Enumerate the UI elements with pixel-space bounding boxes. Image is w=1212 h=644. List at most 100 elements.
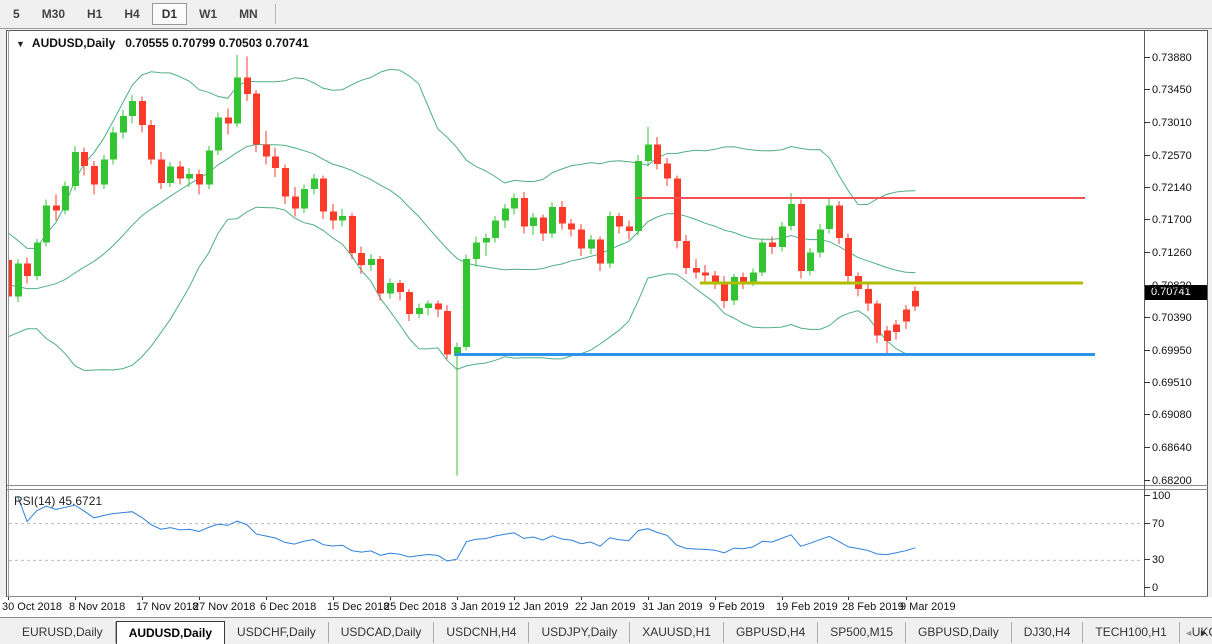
date-axis-label: 25 Dec 2018 — [384, 601, 447, 613]
bear-candle-body — [721, 281, 728, 301]
bull-candle-body — [492, 220, 499, 239]
price-tick — [1144, 219, 1150, 221]
date-axis-label: 9 Feb 2019 — [709, 601, 765, 613]
price-axis-border — [1144, 30, 1145, 597]
tab-scroll-left-icon[interactable]: ◄ — [1184, 628, 1194, 638]
bull-candle-body — [311, 178, 318, 189]
bull-candle-body — [34, 242, 41, 277]
date-tick — [782, 597, 783, 600]
bear-candle-body — [358, 253, 365, 265]
chart-tab-tech100-h1[interactable]: TECH100,H1 — [1083, 622, 1180, 643]
price-axis-label: 0.72570 — [1152, 149, 1192, 162]
date-axis-label: 12 Jan 2019 — [508, 601, 569, 613]
rsi-tick — [1144, 559, 1150, 561]
price-tick — [1144, 252, 1150, 254]
bear-candle-body — [177, 166, 184, 179]
bull-candle-body — [750, 272, 757, 282]
timeframe-button-5[interactable]: 5 — [13, 7, 20, 21]
price-tick — [1144, 56, 1150, 58]
bull-candle-body — [301, 189, 308, 209]
rsi-indicator-canvas[interactable] — [9, 490, 1143, 596]
date-tick — [390, 597, 391, 600]
bull-candle-body — [43, 205, 50, 243]
timeframe-button-h1[interactable]: H1 — [87, 7, 103, 21]
timeframe-toolbar: 5 M30 H1 H4 D1 W1 MN — [0, 0, 1212, 29]
price-chart-canvas[interactable] — [9, 30, 1143, 485]
date-tick — [333, 597, 334, 600]
chart-tab-gbpusd-h4[interactable]: GBPUSD,H4 — [724, 622, 819, 643]
chart-tab-usdcad-daily[interactable]: USDCAD,Daily — [329, 622, 435, 643]
date-tick — [75, 597, 76, 600]
bull-candle-body — [425, 303, 432, 309]
date-axis-label: 28 Feb 2019 — [842, 601, 904, 613]
timeframe-button-mn[interactable]: MN — [239, 7, 258, 21]
date-tick — [715, 597, 716, 600]
price-axis-label: 0.69080 — [1152, 409, 1192, 422]
bear-candle-body — [330, 211, 337, 221]
rsi-pane-bottom-border — [7, 596, 1208, 597]
timeframe-button-h4[interactable]: H4 — [124, 7, 140, 21]
bear-candle-body — [406, 291, 413, 315]
bull-candle-body — [502, 208, 509, 221]
chart-tab-ukc[interactable]: UKC — [1191, 625, 1212, 639]
tab-scroll-arrows: ◄ ► — [1178, 628, 1208, 638]
bear-candle-body — [693, 268, 700, 273]
chart-tab-usdchf-daily[interactable]: USDCHF,Daily — [225, 622, 329, 643]
bull-candle-body — [167, 166, 174, 184]
pane-splitter[interactable] — [7, 485, 1208, 486]
bear-candle-body — [769, 242, 776, 248]
price-tick — [1144, 121, 1150, 123]
chart-tab-usdcnh-h4[interactable]: USDCNH,H4 — [434, 622, 530, 643]
rsi-tick — [1144, 587, 1150, 588]
price-axis-label: 0.71700 — [1152, 214, 1192, 227]
chart-tab-gbpusd-daily[interactable]: GBPUSD,Daily — [906, 622, 1012, 643]
rsi-tick — [1144, 495, 1150, 496]
chart-tab-audusd-daily[interactable]: AUDUSD,Daily — [115, 621, 226, 644]
chart-tab-dj30-h4[interactable]: DJ30,H4 — [1012, 622, 1084, 643]
price-axis-label: 0.70390 — [1152, 311, 1192, 324]
price-axis-label: 0.69510 — [1152, 377, 1192, 390]
bear-candle-body — [139, 101, 146, 125]
price-axis-label: 0.70820 — [1152, 279, 1192, 292]
bear-candle-body — [282, 168, 289, 197]
bear-candle-body — [148, 125, 155, 160]
bull-candle-body — [779, 226, 786, 248]
price-tick — [1144, 447, 1150, 449]
bear-candle-body — [377, 259, 384, 294]
price-tick — [1144, 186, 1150, 188]
date-axis-label: 27 Nov 2018 — [193, 601, 256, 613]
chart-title: ▼ AUDUSD,Daily 0.70555 0.70799 0.70503 0.7… — [16, 36, 309, 50]
bear-candle-body — [740, 276, 747, 282]
timeframe-button-w1[interactable]: W1 — [199, 7, 218, 21]
chart-tab-eurusd-daily[interactable]: EURUSD,Daily — [10, 622, 116, 643]
price-tick — [1144, 479, 1150, 481]
bull-candle-body — [15, 263, 22, 297]
chart-tab-sp500-m15[interactable]: SP500,M15 — [818, 622, 907, 643]
date-axis-label: 30 Oct 2018 — [2, 601, 62, 613]
date-axis-label: 15 Dec 2018 — [327, 601, 390, 613]
price-axis-label: 0.68200 — [1152, 474, 1192, 487]
chart-tab-usdjpy-daily[interactable]: USDJPY,Daily — [529, 622, 631, 643]
bear-candle-body — [664, 163, 671, 179]
bull-candle-body — [234, 77, 241, 124]
bear-candle-body — [9, 259, 12, 297]
bear-candle-body — [903, 309, 910, 322]
date-axis-label: 6 Dec 2018 — [260, 601, 317, 613]
date-axis-label: 8 Nov 2018 — [69, 601, 126, 613]
rsi-pane-top-border — [7, 489, 1208, 490]
bull-candle-body — [530, 217, 537, 227]
date-tick — [581, 597, 582, 600]
chart-dropdown-icon[interactable]: ▼ — [16, 39, 25, 49]
rsi-value: 45.6721 — [58, 494, 103, 508]
chart-tab-xauusd-h1[interactable]: XAUUSD,H1 — [630, 622, 724, 643]
bear-candle-body — [253, 93, 260, 145]
tab-scroll-right-icon[interactable]: ► — [1199, 628, 1208, 638]
timeframe-button-d1[interactable]: D1 — [151, 3, 188, 25]
bear-candle-body — [292, 196, 299, 209]
date-axis-label: 9 Mar 2019 — [900, 601, 956, 613]
timeframe-button-m30[interactable]: M30 — [41, 7, 66, 21]
bull-candle-body — [416, 308, 423, 315]
bull-candle-body — [731, 276, 738, 301]
bull-candle-body — [120, 116, 127, 133]
